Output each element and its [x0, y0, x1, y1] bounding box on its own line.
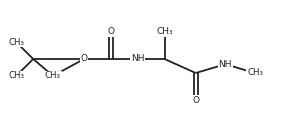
Text: NH: NH: [219, 60, 232, 69]
Text: O: O: [192, 96, 199, 105]
Text: CH₃: CH₃: [8, 38, 24, 47]
Text: CH₃: CH₃: [247, 68, 263, 78]
Text: CH₃: CH₃: [156, 27, 173, 36]
Text: CH₃: CH₃: [45, 71, 61, 80]
Text: CH₃: CH₃: [8, 71, 24, 80]
Text: NH: NH: [131, 55, 145, 63]
Text: O: O: [107, 27, 114, 36]
Text: O: O: [81, 55, 87, 63]
